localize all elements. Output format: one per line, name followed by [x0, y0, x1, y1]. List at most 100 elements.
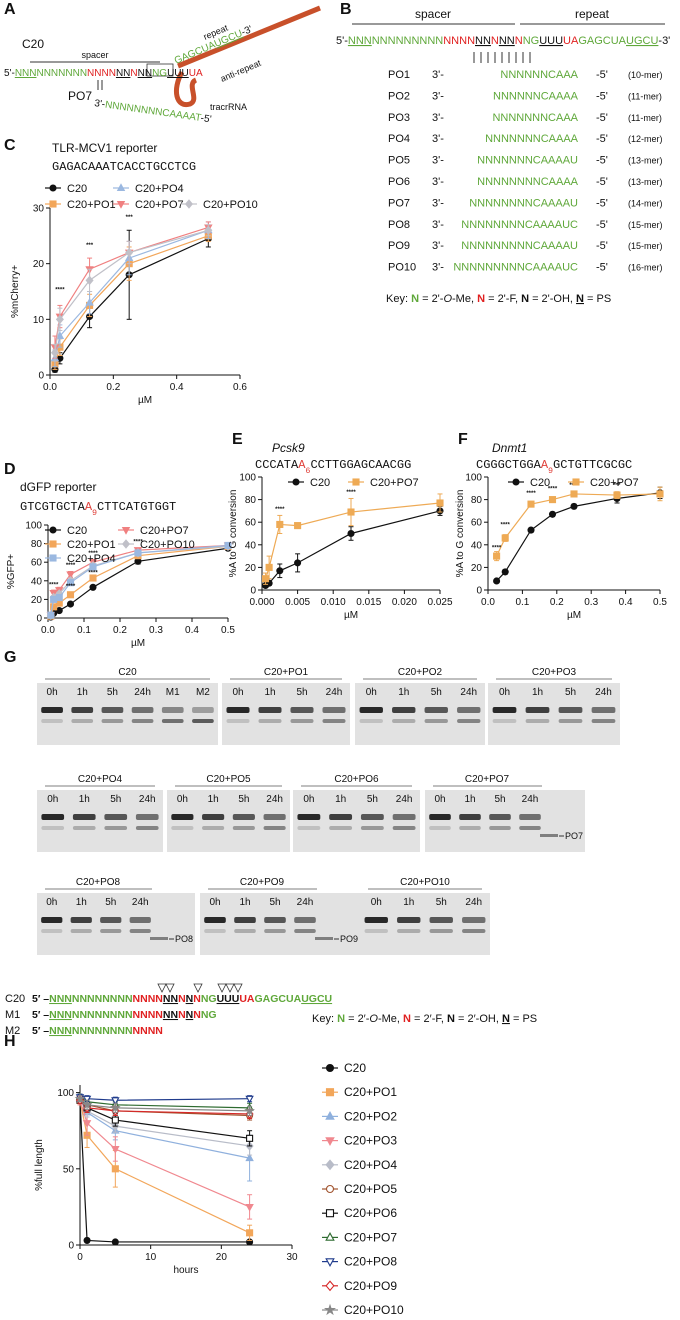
sequence-part: NNNNNNNN: [72, 1009, 133, 1021]
sequence-part: -3': [658, 35, 670, 47]
gel-title: C20+PO6: [334, 774, 379, 785]
band: [104, 826, 128, 830]
band: [232, 814, 255, 820]
band: [364, 917, 388, 923]
lane-label: 0h: [232, 687, 243, 698]
band: [263, 826, 286, 830]
data-point: [134, 549, 142, 557]
x-tick-label: 0.4: [170, 382, 184, 393]
band: [71, 719, 94, 723]
cleavage-site: [157, 983, 167, 993]
band: [392, 826, 416, 830]
data-point: [347, 529, 355, 538]
significance: ****: [492, 545, 502, 551]
lane-label: 5h: [296, 687, 307, 698]
gel-title: C20+PO10: [400, 877, 450, 888]
x-tick-label: 0.3: [149, 625, 163, 636]
oligo-name: PO8: [388, 219, 410, 231]
lane-label: 24h: [595, 687, 612, 698]
x-axis-label: µM: [138, 395, 152, 406]
oligo-end: -5': [596, 69, 608, 81]
legend-label: C20: [344, 1061, 366, 1075]
sequence-part: 3'-: [94, 98, 106, 110]
sequence-part: -3': [240, 24, 254, 38]
legend-marker: [49, 540, 57, 548]
band: [263, 814, 286, 820]
legend-marker: [323, 1303, 337, 1316]
sequence: 5'-NNNNNNNNNNNNNNNNNNNNGUUUUA: [4, 68, 203, 79]
reporter-sequence: CGGGCTGGAA9GCTGTTCGCGC: [476, 458, 632, 476]
data-point: [47, 611, 55, 619]
lane-label: M1: [166, 687, 180, 698]
data-point: [276, 520, 284, 529]
sequence-part: 9: [92, 508, 97, 518]
band: [41, 707, 63, 713]
band: [297, 814, 321, 820]
sequence-part: NNNN: [443, 35, 475, 47]
oligo-seq: NNNNNNNCAAA: [492, 112, 578, 124]
sequence-part: CCCATA: [255, 458, 299, 472]
sequence-part: N: [502, 1013, 510, 1025]
significance: ****: [66, 563, 76, 569]
legend-label: C20+PO9: [344, 1279, 397, 1293]
sequence-part: UUU: [167, 68, 189, 79]
band: [360, 814, 384, 820]
band: [41, 917, 63, 923]
data-point: [276, 567, 284, 575]
data-point: [50, 347, 59, 358]
y-tick-label: 50: [63, 1164, 75, 1175]
gel: [293, 790, 420, 852]
data-point: [55, 314, 64, 325]
x-tick-label: 0.5: [653, 597, 667, 608]
sequence-part: NG: [152, 68, 167, 79]
sequence-part: N: [178, 1009, 186, 1021]
data-point: [55, 607, 63, 615]
oligo-length: (12-mer): [628, 134, 663, 144]
panel-label: F: [458, 431, 468, 448]
series-line: [54, 235, 209, 365]
repeat-box: [146, 63, 174, 77]
sequence-part: GAGACAAATCACCTGCCTCG: [52, 160, 196, 174]
series-line: [496, 492, 661, 582]
sequence-part: NN: [475, 35, 491, 47]
sequence-part: Key:: [386, 293, 411, 305]
data-point: [244, 1105, 255, 1116]
y-tick-label: 0: [38, 371, 44, 382]
sequence-part: N: [193, 993, 201, 1005]
lane-label: 24h: [465, 897, 482, 908]
data-point: [55, 593, 63, 602]
sequence: 5′ –NNNNNNNNNNNNNNN: [32, 1025, 163, 1037]
legend-label: C20+PO7: [344, 1230, 397, 1244]
tracrrna-loop: [173, 70, 198, 107]
sequence: 5′ –NNNNNNNNNNNNNNNNNNNNNGUUUUAGAGCUAUGC…: [32, 993, 332, 1005]
band: [315, 937, 333, 940]
sequence-part: = 2′-: [345, 1013, 370, 1025]
significance: ****: [501, 523, 511, 529]
y-tick-label: 40: [245, 540, 257, 551]
seq-row-name: C20: [5, 993, 25, 1005]
data-point: [66, 579, 75, 587]
gel: [488, 683, 620, 745]
lane-label: 0h: [46, 897, 57, 908]
oligo-end: 3'-: [432, 197, 444, 209]
y-tick-label: 100: [465, 473, 482, 484]
chart-title: TLR-MCV1 reporter: [52, 141, 157, 155]
legend-label: C20: [67, 183, 87, 195]
x-tick-label: 0.000: [249, 597, 274, 608]
cleavage-site: [225, 983, 235, 993]
band: [100, 929, 122, 933]
data-point: [501, 534, 509, 542]
seq-row-name: M1: [5, 1009, 20, 1021]
sequence-part: NN: [163, 1009, 178, 1021]
y-tick-label: 20: [471, 563, 483, 574]
sequence-part: N: [186, 1009, 194, 1021]
sequence-part: UA: [239, 993, 255, 1005]
legend-label: C20+PO6: [344, 1206, 397, 1220]
band: [525, 707, 550, 713]
band: [591, 707, 616, 713]
sequence-part: GTCGTGCTA: [20, 500, 86, 514]
legend-label: C20+PO10: [140, 539, 195, 551]
band: [129, 917, 151, 923]
data-point: [548, 496, 557, 504]
legend-marker: [325, 1184, 335, 1194]
